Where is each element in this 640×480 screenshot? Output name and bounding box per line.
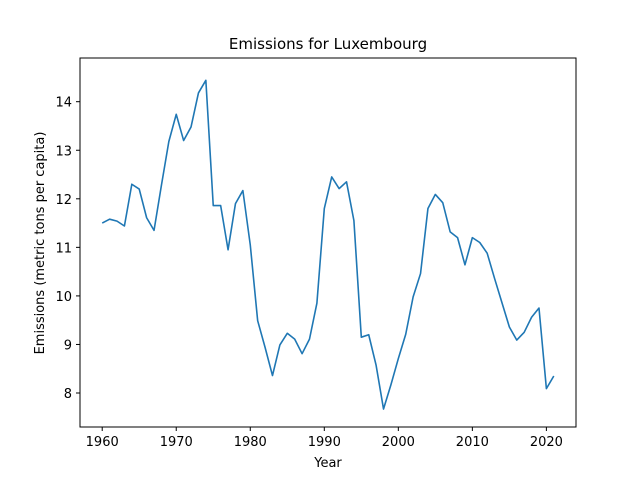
series-line-0 — [101, 79, 555, 410]
y-axis-ticks: 8 9 10 11 12 13 14 — [55, 96, 80, 402]
x-axis-label: Year — [313, 456, 342, 471]
x-tick-label-1960: 1960 — [86, 435, 119, 450]
x-tick-label-2000: 2000 — [382, 435, 415, 450]
y-tick-label-13: 13 — [55, 144, 72, 159]
y-tick-label-12: 12 — [55, 193, 72, 208]
y-tick-label-9: 9 — [64, 338, 72, 353]
plot-area — [79, 57, 577, 428]
x-tick-label-1980: 1980 — [234, 435, 267, 450]
y-tick-label-14: 14 — [55, 96, 72, 111]
x-axis-ticks: 1960 1970 1980 1990 2000 2010 2020 — [86, 427, 563, 450]
y-tick-label-11: 11 — [55, 241, 72, 256]
chart-title: Emissions for Luxembourg — [229, 35, 427, 53]
plot-frame — [79, 57, 577, 428]
x-tick-label-1990: 1990 — [308, 435, 341, 450]
x-tick-label-2010: 2010 — [456, 435, 489, 450]
x-tick-label-2020: 2020 — [530, 435, 563, 450]
y-axis-label: Emissions (metric tons per capita) — [33, 132, 48, 355]
y-tick-label-10: 10 — [55, 290, 72, 305]
x-tick-label-1970: 1970 — [160, 435, 193, 450]
y-tick-label-8: 8 — [64, 387, 72, 402]
